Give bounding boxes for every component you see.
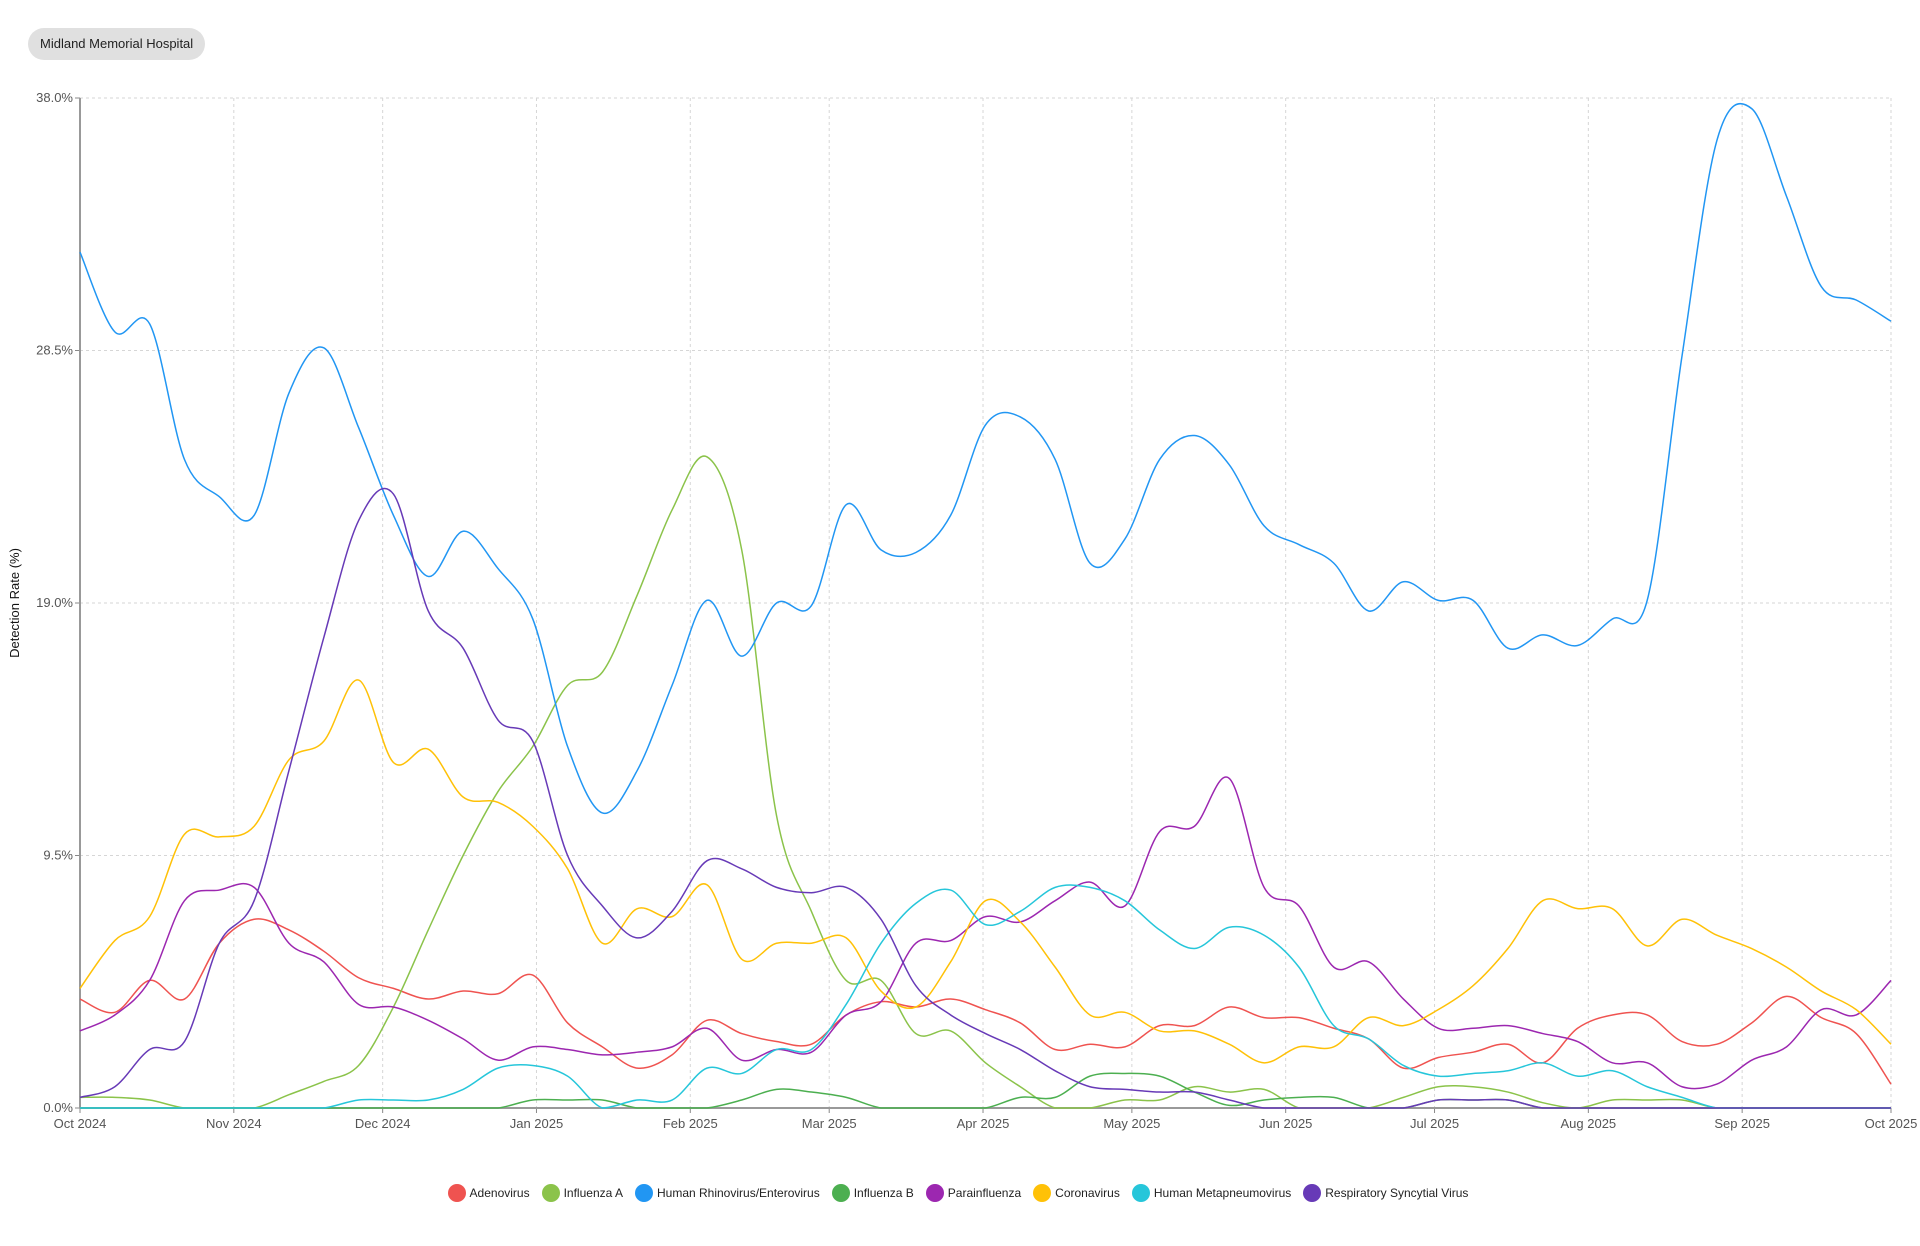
series-line-human-metapneumovirus: [80, 884, 1891, 1109]
series-line-coronavirus: [79, 679, 1892, 1064]
series-line-human-rhinovirus-enterovirus: [79, 102, 1892, 815]
y-tick-label: 38.0%: [36, 90, 73, 105]
x-tick-label: Jan 2025: [510, 1116, 564, 1131]
legend-item[interactable]: Adenovirus: [447, 1184, 530, 1202]
legend-swatch: [541, 1184, 560, 1202]
legend-item[interactable]: Coronavirus: [1033, 1184, 1120, 1202]
series-lines: [79, 102, 1892, 1109]
legend-item[interactable]: Human Rhinovirus/Enterovirus: [634, 1184, 820, 1202]
legend-label: Human Rhinovirus/Enterovirus: [656, 1186, 820, 1200]
axes: 0.0% 9.5% 19.0% 28.5% 38.0% Oct 2024 Nov 2024 D…: [36, 90, 1917, 1131]
legend-swatch: [1131, 1184, 1150, 1202]
legend-label: Influenza B: [853, 1186, 914, 1200]
legend-swatch: [1303, 1184, 1322, 1202]
legend-label: Influenza A: [563, 1186, 623, 1200]
x-tick-label: Apr 2025: [957, 1116, 1010, 1131]
y-axis-title: Detection Rate (%): [7, 548, 22, 658]
x-tick-label: Feb 2025: [663, 1116, 718, 1131]
legend-swatch: [447, 1184, 466, 1202]
legend-swatch: [634, 1184, 653, 1202]
series-line-adenovirus: [79, 918, 1892, 1085]
grid: [79, 97, 1892, 1109]
legend-item[interactable]: Influenza B: [831, 1184, 914, 1202]
x-tick-label: Dec 2024: [355, 1116, 411, 1131]
x-tick-label: Oct 2025: [1865, 1116, 1918, 1131]
y-tick-label: 19.0%: [36, 595, 73, 610]
legend-label: Human Metapneumovirus: [1153, 1186, 1292, 1200]
x-tick-label: Aug 2025: [1561, 1116, 1617, 1131]
legend-swatch: [925, 1184, 944, 1202]
legend-swatch: [831, 1184, 850, 1202]
legend-item[interactable]: Parainfluenza: [925, 1184, 1022, 1202]
x-tick-label: Sep 2025: [1714, 1116, 1770, 1131]
x-tick-label: Nov 2024: [206, 1116, 262, 1131]
legend-label: Parainfluenza: [947, 1186, 1022, 1200]
x-tick-label: May 2025: [1103, 1116, 1160, 1131]
series-line-influenza-b: [80, 1072, 1891, 1109]
legend-item[interactable]: Influenza A: [541, 1184, 623, 1202]
legend-label: Respiratory Syncytial Virus: [1325, 1186, 1469, 1200]
y-tick-label: 9.5%: [43, 848, 73, 863]
series-line-parainfluenza: [79, 776, 1892, 1090]
x-tick-label: Jun 2025: [1259, 1116, 1313, 1131]
legend-label: Adenovirus: [469, 1186, 530, 1200]
y-tick-label: 28.5%: [36, 343, 73, 358]
series-line-respiratory-syncytial-virus: [79, 487, 1891, 1109]
legend-label: Coronavirus: [1055, 1186, 1120, 1200]
legend: Adenovirus Influenza A Human Rhinovirus/En…: [0, 1184, 1920, 1202]
x-tick-label: Oct 2024: [54, 1116, 107, 1131]
x-tick-label: Jul 2025: [1410, 1116, 1459, 1131]
y-tick-label: 0.0%: [43, 1100, 73, 1115]
legend-swatch: [1033, 1184, 1052, 1202]
x-tick-label: Mar 2025: [802, 1116, 857, 1131]
facility-chip[interactable]: Midland Memorial Hospital: [28, 28, 206, 60]
legend-item[interactable]: Respiratory Syncytial Virus: [1303, 1184, 1468, 1202]
legend-item[interactable]: Human Metapneumovirus: [1131, 1184, 1292, 1202]
